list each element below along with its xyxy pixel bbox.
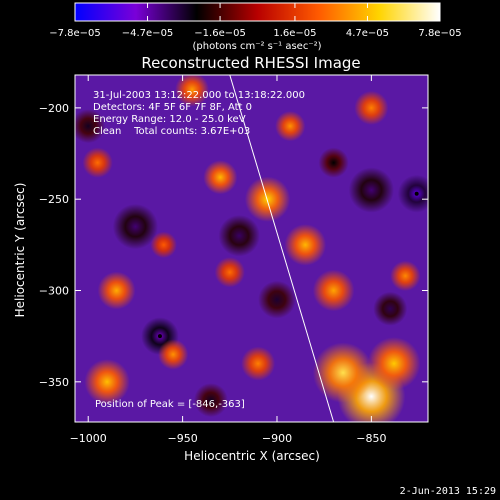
dark-source: [373, 291, 408, 326]
peak-position-label: Position of Peak = [-846,-363]: [95, 399, 245, 410]
bright-source: [284, 224, 327, 266]
solar-limb-line: [229, 75, 335, 422]
dark-source: [258, 280, 296, 319]
x-tick-label: −1000: [70, 432, 107, 445]
x-tick-label: −850: [356, 432, 386, 445]
colorbar-tick-label: 7.8e−05: [418, 28, 461, 39]
x-tick-label: −950: [167, 432, 197, 445]
bright-source: [244, 176, 291, 222]
bright-source: [175, 75, 210, 107]
dark-source: [112, 203, 159, 250]
bright-source: [312, 269, 355, 312]
dark-source: [397, 174, 428, 213]
annotation-energy-range: Energy Range: 12.0 - 25.0 keV: [93, 114, 246, 125]
marked-point: [157, 334, 162, 339]
annotation-detectors: Detectors: 4F 5F 6F 7F 8F, Att 0: [93, 102, 252, 113]
plot-frame: [74, 74, 429, 423]
y-tick-label: −250: [39, 193, 69, 206]
bright-source: [275, 111, 306, 142]
chart-title: Reconstructed RHESSI Image: [141, 54, 360, 72]
marked-point: [414, 191, 419, 196]
bright-source: [82, 147, 113, 178]
bright-source: [150, 231, 177, 259]
y-tick-label: −350: [39, 376, 69, 389]
colorbar-tick-label: −4.7e−05: [122, 28, 174, 39]
dark-source: [218, 214, 260, 257]
colorbar-ticks: −7.8e−05 −4.7e−05 −1.6e−05 1.6e−05 4.7e−05 7.…: [49, 3, 462, 39]
bright-source: [158, 339, 189, 370]
annotation-time-range: 31-Jul-2003 13:12:22.000 to 13:18:22.000: [93, 90, 305, 101]
dark-source: [318, 147, 349, 178]
annotation-clean-counts: Clean Total counts: 3.67E+03: [93, 126, 250, 137]
colorbar-tick-label: −1.6e−05: [194, 28, 246, 39]
colorbar-tick-label: 4.7e−05: [346, 28, 389, 39]
bright-source: [354, 90, 389, 125]
y-tick-label: −200: [39, 102, 69, 115]
plot-area: −1000 −950 −900 −850 −200 −250 −300 −350: [39, 74, 429, 445]
colorbar: −7.8e−05 −4.7e−05 −1.6e−05 1.6e−05 4.7e−05 7.…: [49, 2, 462, 52]
dark-source: [348, 167, 395, 213]
x-tick-label: −900: [262, 432, 292, 445]
bright-source: [312, 342, 374, 403]
bright-source: [241, 346, 276, 381]
colorbar-tick-label: 1.6e−05: [273, 28, 316, 39]
footer-date: 2-Jun-2013 15:29: [400, 486, 496, 497]
colorbar-gradient: [74, 2, 441, 22]
annotation-block: 31-Jul-2003 13:12:22.000 to 13:18:22.000…: [93, 90, 305, 137]
y-axis-label: Heliocentric Y (arcsec): [13, 183, 27, 318]
x-axis-label: Heliocentric X (arcsec): [184, 449, 320, 463]
colorbar-tick-label: −7.8e−05: [49, 28, 101, 39]
axis-ticks: −1000 −950 −900 −850 −200 −250 −300 −350: [39, 75, 428, 445]
bright-source: [390, 260, 421, 291]
bright-source: [84, 359, 130, 405]
y-tick-label: −300: [39, 285, 69, 298]
dark-source: [193, 383, 228, 418]
intensity-field: [75, 75, 428, 422]
colorbar-label: (photons cm⁻² s⁻¹ asec⁻²): [192, 41, 321, 52]
bright-source: [367, 337, 421, 390]
bright-source: [214, 257, 245, 288]
marked-points: [157, 191, 419, 339]
bright-source: [97, 271, 136, 310]
bright-source: [203, 160, 238, 195]
dark-source: [75, 109, 106, 144]
